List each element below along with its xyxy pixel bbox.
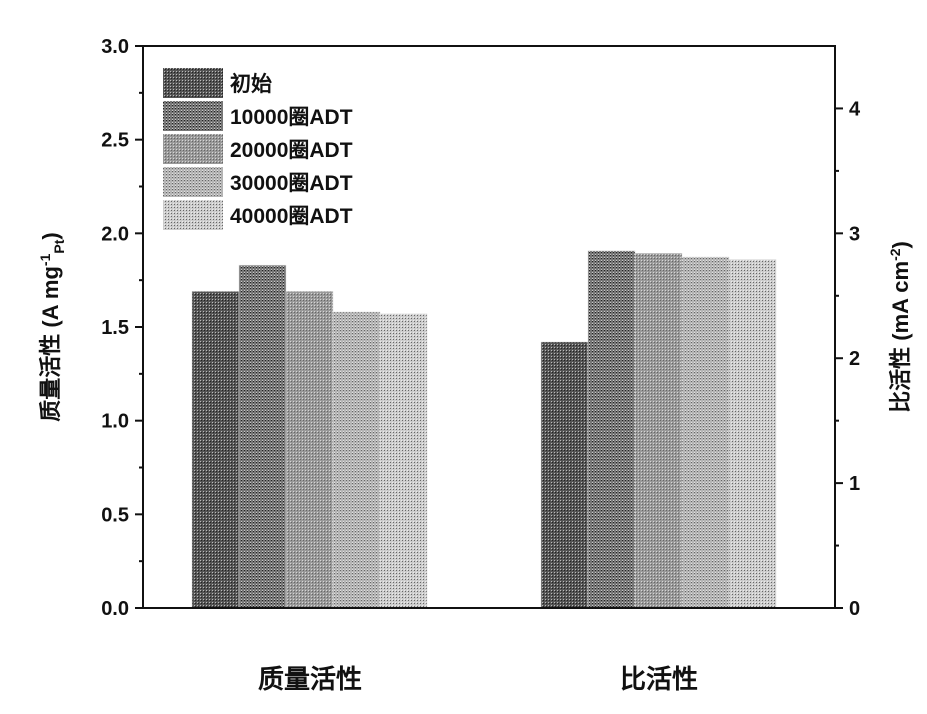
y-tick-label-left: 1.0 (101, 411, 129, 433)
legend-swatch-3 (163, 167, 223, 197)
y-tick-label-right: 3 (849, 223, 860, 245)
legend-label-1: 10000圈ADT (230, 106, 353, 129)
y-axis-label-left: 质量活性 (A mg-1Pt) (37, 232, 67, 421)
y-tick-label-right: 4 (849, 98, 861, 120)
bar-3-0 (333, 312, 380, 608)
y-tick-label-left: 3.0 (101, 36, 129, 58)
legend-label-0: 初始 (230, 72, 272, 96)
legend-label-3: 30000圈ADT (230, 172, 353, 195)
y-tick-label-left: 2.5 (101, 130, 129, 152)
y-tick-label-right: 2 (849, 348, 860, 370)
bar-2-1 (635, 253, 682, 608)
legend-swatch-2 (163, 134, 223, 164)
y-tick-label-left: 0.5 (101, 504, 129, 526)
legend-swatch-1 (163, 101, 223, 131)
y-axis-label-right: 比活性 (mA cm-2) (887, 241, 913, 413)
bar-2-0 (286, 291, 333, 608)
legend-swatch-4 (163, 200, 223, 230)
chart: 0.0 0.5 1.0 1.5 2.0 2.5 3.0 0 1 2 3 4 初始 10000圈ADT 20… (0, 0, 927, 709)
bar-4-1 (729, 260, 776, 608)
legend-swatch-0 (163, 68, 223, 98)
bar-3-1 (682, 257, 729, 608)
bar-1-0 (239, 265, 286, 608)
bar-chart: 0.0 0.5 1.0 1.5 2.0 2.5 3.0 0 1 2 3 4 初始 10000圈ADT 20… (0, 0, 927, 709)
x-category-label-1: 比活性 (620, 664, 698, 694)
y-tick-label-left: 1.5 (101, 317, 129, 339)
y-tick-label-left: 0.0 (101, 598, 129, 620)
y-tick-label-left: 2.0 (101, 223, 129, 245)
y-tick-label-right: 0 (849, 598, 860, 620)
y-tick-label-right: 1 (849, 473, 860, 495)
legend-label-4: 40000圈ADT (230, 205, 353, 228)
bar-4-0 (380, 314, 427, 608)
bar-0-1 (541, 342, 588, 608)
x-category-label-0: 质量活性 (258, 664, 362, 694)
bar-0-0 (192, 291, 239, 608)
legend-label-2: 20000圈ADT (230, 139, 353, 162)
bar-1-1 (588, 251, 635, 608)
